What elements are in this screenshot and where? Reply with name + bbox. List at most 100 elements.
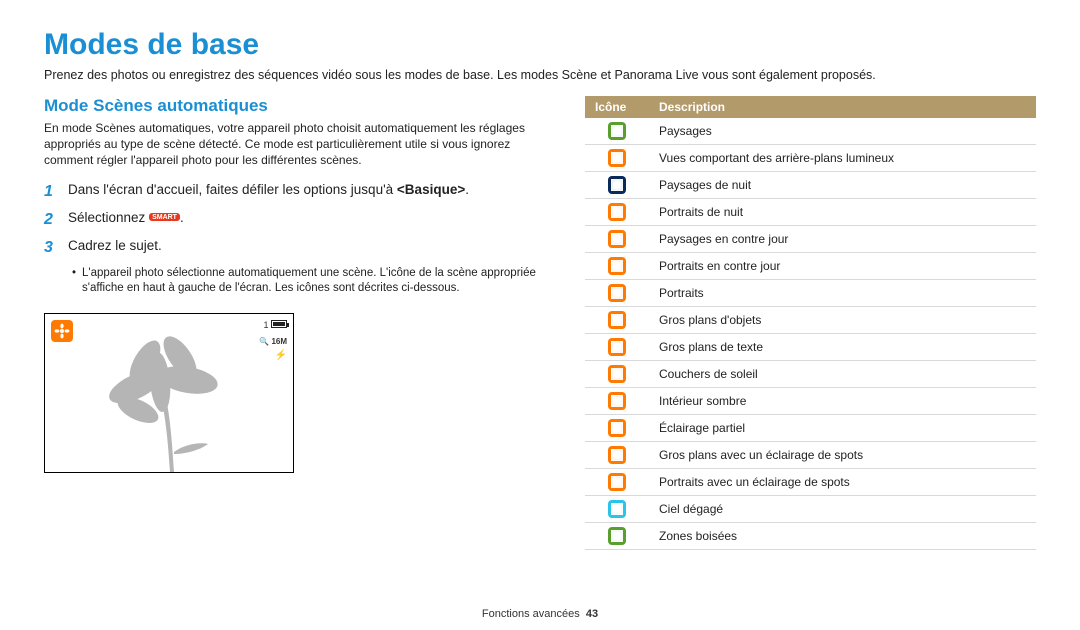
camera-screen-illustration: 1 🔍 16M ⚡ <box>44 313 294 473</box>
desc-cell: Paysages <box>649 118 1036 145</box>
battery-icon <box>271 320 287 328</box>
scene-icon <box>608 257 626 275</box>
scene-macro-icon <box>51 320 73 342</box>
step-2-a: Sélectionnez <box>68 210 149 225</box>
section-subtitle: Mode Scènes automatiques <box>44 96 549 116</box>
icon-cell <box>585 226 649 253</box>
table-row: Vues comportant des arrière-plans lumine… <box>585 145 1036 172</box>
step-2: 2 Sélectionnez SMART. <box>44 209 549 231</box>
footer-section: Fonctions avancées <box>482 608 580 620</box>
table-row: Couchers de soleil <box>585 361 1036 388</box>
section-paragraph: En mode Scènes automatiques, votre appar… <box>44 120 549 169</box>
desc-cell: Portraits <box>649 280 1036 307</box>
step-number: 1 <box>44 181 58 203</box>
th-icon: Icône <box>585 96 649 118</box>
scene-icon <box>608 419 626 437</box>
scene-icon-table: Icône Description PaysagesVues comportan… <box>585 96 1036 550</box>
step-1-a: Dans l'écran d'accueil, faites défiler l… <box>68 182 397 197</box>
scene-icon <box>608 527 626 545</box>
table-row: Paysages <box>585 118 1036 145</box>
table-row: Gros plans d'objets <box>585 307 1036 334</box>
desc-cell: Gros plans avec un éclairage de spots <box>649 442 1036 469</box>
icon-cell <box>585 442 649 469</box>
icon-cell <box>585 280 649 307</box>
icon-cell <box>585 496 649 523</box>
scene-icon <box>608 122 626 140</box>
icon-cell <box>585 523 649 550</box>
desc-cell: Portraits avec un éclairage de spots <box>649 469 1036 496</box>
step-text: Dans l'écran d'accueil, faites défiler l… <box>68 181 469 203</box>
icon-cell <box>585 199 649 226</box>
step-number: 3 <box>44 237 58 259</box>
icon-cell <box>585 172 649 199</box>
table-row: Portraits <box>585 280 1036 307</box>
desc-cell: Gros plans de texte <box>649 334 1036 361</box>
icon-cell <box>585 118 649 145</box>
step-text: Cadrez le sujet. <box>68 237 162 259</box>
content-columns: Mode Scènes automatiques En mode Scènes … <box>44 96 1036 550</box>
icon-cell <box>585 307 649 334</box>
desc-cell: Éclairage partiel <box>649 415 1036 442</box>
intro-text: Prenez des photos ou enregistrez des séq… <box>44 68 1036 82</box>
scene-icon <box>608 284 626 302</box>
table-row: Ciel dégagé <box>585 496 1036 523</box>
icon-cell <box>585 388 649 415</box>
table-row: Zones boisées <box>585 523 1036 550</box>
desc-cell: Ciel dégagé <box>649 496 1036 523</box>
step-1: 1 Dans l'écran d'accueil, faites défiler… <box>44 181 549 203</box>
shot-count: 1 <box>263 320 268 330</box>
desc-cell: Couchers de soleil <box>649 361 1036 388</box>
scene-icon <box>608 338 626 356</box>
scene-icon <box>608 473 626 491</box>
scene-icon <box>608 203 626 221</box>
step-3-bullet: L'appareil photo sélectionne automatique… <box>72 266 549 297</box>
page-footer: Fonctions avancées 43 <box>0 608 1080 620</box>
table-row: Gros plans de texte <box>585 334 1036 361</box>
icon-cell <box>585 361 649 388</box>
left-column: Mode Scènes automatiques En mode Scènes … <box>44 96 549 550</box>
icon-cell <box>585 415 649 442</box>
step-3: 3 Cadrez le sujet. <box>44 237 549 259</box>
step-1-bold: <Basique> <box>397 182 465 197</box>
icon-cell <box>585 334 649 361</box>
page-title: Modes de base <box>44 28 1036 62</box>
desc-cell: Intérieur sombre <box>649 388 1036 415</box>
th-desc: Description <box>649 96 1036 118</box>
smart-icon: SMART <box>149 213 180 221</box>
table-row: Paysages de nuit <box>585 172 1036 199</box>
table-row: Éclairage partiel <box>585 415 1036 442</box>
step-1-c: . <box>465 182 469 197</box>
scene-icon <box>608 149 626 167</box>
desc-cell: Portraits en contre jour <box>649 253 1036 280</box>
steps-list: 1 Dans l'écran d'accueil, faites défiler… <box>44 181 549 260</box>
footer-page: 43 <box>586 608 598 620</box>
right-column: Icône Description PaysagesVues comportan… <box>585 96 1036 550</box>
flower-illustration <box>90 332 260 472</box>
desc-cell: Zones boisées <box>649 523 1036 550</box>
step-number: 2 <box>44 209 58 231</box>
desc-cell: Paysages en contre jour <box>649 226 1036 253</box>
step-text: Sélectionnez SMART. <box>68 209 184 231</box>
step-2-b: . <box>180 210 184 225</box>
icon-cell <box>585 253 649 280</box>
bullet-text: L'appareil photo sélectionne automatique… <box>82 266 549 297</box>
scene-icon <box>608 446 626 464</box>
scene-icon <box>608 311 626 329</box>
resolution-label: 16M <box>271 337 287 346</box>
icon-cell <box>585 145 649 172</box>
table-row: Portraits en contre jour <box>585 253 1036 280</box>
camera-status: 1 🔍 16M ⚡ <box>259 320 287 362</box>
scene-icon <box>608 392 626 410</box>
icon-cell <box>585 469 649 496</box>
table-row: Gros plans avec un éclairage de spots <box>585 442 1036 469</box>
table-row: Intérieur sombre <box>585 388 1036 415</box>
table-row: Portraits de nuit <box>585 199 1036 226</box>
desc-cell: Vues comportant des arrière-plans lumine… <box>649 145 1036 172</box>
scene-icon <box>608 176 626 194</box>
desc-cell: Gros plans d'objets <box>649 307 1036 334</box>
desc-cell: Paysages de nuit <box>649 172 1036 199</box>
table-row: Paysages en contre jour <box>585 226 1036 253</box>
scene-icon <box>608 500 626 518</box>
table-row: Portraits avec un éclairage de spots <box>585 469 1036 496</box>
scene-icon <box>608 230 626 248</box>
